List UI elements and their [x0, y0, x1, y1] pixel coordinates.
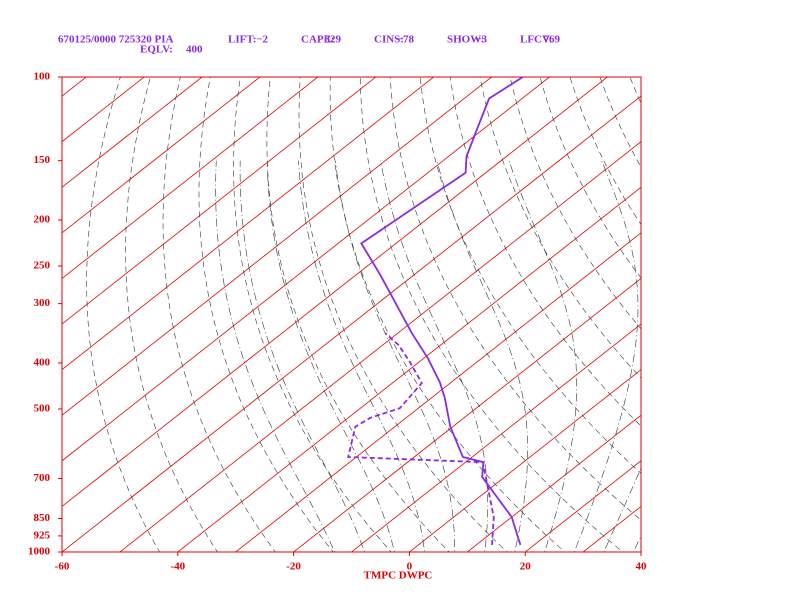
- indices: LIFT: −2 CAPE:329 CINS:−78 SHOW:−3 LFCV:769: [228, 34, 561, 46]
- y-tick-label: 850: [34, 512, 51, 524]
- moist-adiabat: [436, 160, 528, 552]
- isotherm: [177, 186, 641, 552]
- y-tick-label: 500: [34, 403, 51, 415]
- dry-adiabat: [599, 77, 641, 168]
- isotherm: [582, 505, 641, 552]
- isotherm: [466, 414, 641, 552]
- y-tick-label: 250: [34, 260, 51, 272]
- y-tick-label: 150: [34, 154, 51, 166]
- dry-adiabat: [125, 77, 218, 552]
- dry-adiabat: [629, 77, 641, 104]
- moist-adiabat: [632, 535, 641, 552]
- x-axis-label: TMPC DWPC: [364, 570, 433, 582]
- index-value: 329: [325, 34, 342, 46]
- index-label: CAPE:: [301, 34, 335, 46]
- eqlv-label: EQLV:: [140, 44, 173, 56]
- y-tick-label: 100: [34, 71, 51, 83]
- isotherm: [235, 232, 641, 552]
- index-label: CINS:: [374, 34, 404, 46]
- moist-adiabat: [298, 160, 425, 552]
- x-tick-label: -20: [286, 561, 301, 573]
- isotherm: [119, 141, 641, 552]
- dry-adiabat: [419, 77, 641, 474]
- moist-adiabat: [266, 160, 395, 552]
- index-label: LIFT:: [228, 34, 257, 46]
- isotherm: [350, 323, 641, 552]
- isotherm: [62, 77, 319, 279]
- plot-frame: [61, 76, 642, 553]
- dry-adiabat: [709, 55, 792, 562]
- dry-adiabat: [329, 77, 566, 552]
- isotherm: [62, 77, 87, 97]
- index-label: SHOW:: [447, 34, 484, 46]
- index-value: −3: [475, 34, 487, 46]
- moist-adiabat: [239, 160, 365, 552]
- temperature-line: [360, 76, 524, 546]
- isotherm: [524, 460, 641, 552]
- dry-adiabat: [298, 77, 508, 552]
- x-tick-label: 20: [520, 561, 532, 573]
- dry-adiabat: [539, 77, 641, 279]
- moist-adiabat: [380, 160, 489, 552]
- dry-adiabat: [162, 77, 276, 552]
- dry-adiabat: [233, 77, 392, 552]
- isotherm: [62, 77, 377, 325]
- dry-adiabat: [198, 77, 334, 552]
- eqlv-value: 400: [186, 44, 203, 56]
- dry-adiabat: [86, 77, 160, 552]
- x-tick-label: -60: [55, 561, 70, 573]
- dry-adiabat: [569, 77, 641, 225]
- dry-adiabat: [359, 77, 624, 552]
- y-tick-label: 1000: [28, 546, 51, 558]
- moist-adiabat: [335, 160, 455, 552]
- x-tick-label: -40: [170, 561, 185, 573]
- y-tick-label: 200: [34, 214, 51, 226]
- moist-adiabat: [573, 160, 639, 552]
- isotherm: [62, 77, 261, 234]
- dry-adiabat: [651, 55, 792, 562]
- x-tick-label: 0: [407, 561, 413, 573]
- dewpoint-line: [347, 332, 495, 545]
- isotherm: [292, 277, 641, 552]
- isotherm: [62, 77, 203, 188]
- index-value: 769: [544, 34, 561, 46]
- isotherm: [640, 551, 641, 552]
- index-value: −2: [256, 34, 268, 46]
- x-tick-label: 40: [636, 561, 648, 573]
- moist-adiabat: [508, 160, 577, 552]
- index-value: −78: [397, 34, 415, 46]
- dry-adiabat: [738, 55, 792, 562]
- index-label: LFCV:: [520, 34, 553, 46]
- y-tick-label: 300: [34, 297, 51, 309]
- moist-adiabat: [215, 160, 335, 552]
- background-lines: [62, 55, 792, 562]
- dry-adiabat: [449, 77, 641, 427]
- dry-adiabat: [767, 55, 792, 562]
- isotherm: [62, 77, 493, 416]
- isotherm: [62, 77, 608, 507]
- y-tick-label: 925: [34, 529, 51, 541]
- station: 670125/0000 725320 PIA: [58, 34, 174, 46]
- isotherm: [62, 77, 551, 462]
- isotherm: [62, 77, 145, 143]
- moist-adiabat: [603, 467, 641, 552]
- y-tick-label: 400: [34, 357, 51, 369]
- dry-adiabat: [266, 77, 450, 552]
- dry-adiabat: [479, 77, 641, 379]
- dry-adiabat: [680, 55, 792, 562]
- isotherm: [62, 95, 641, 552]
- isotherm: [62, 77, 435, 371]
- y-tick-label: 700: [34, 472, 51, 484]
- isotherm: [408, 369, 641, 552]
- dry-adiabat: [389, 77, 641, 521]
- dry-adiabat: [509, 77, 641, 330]
